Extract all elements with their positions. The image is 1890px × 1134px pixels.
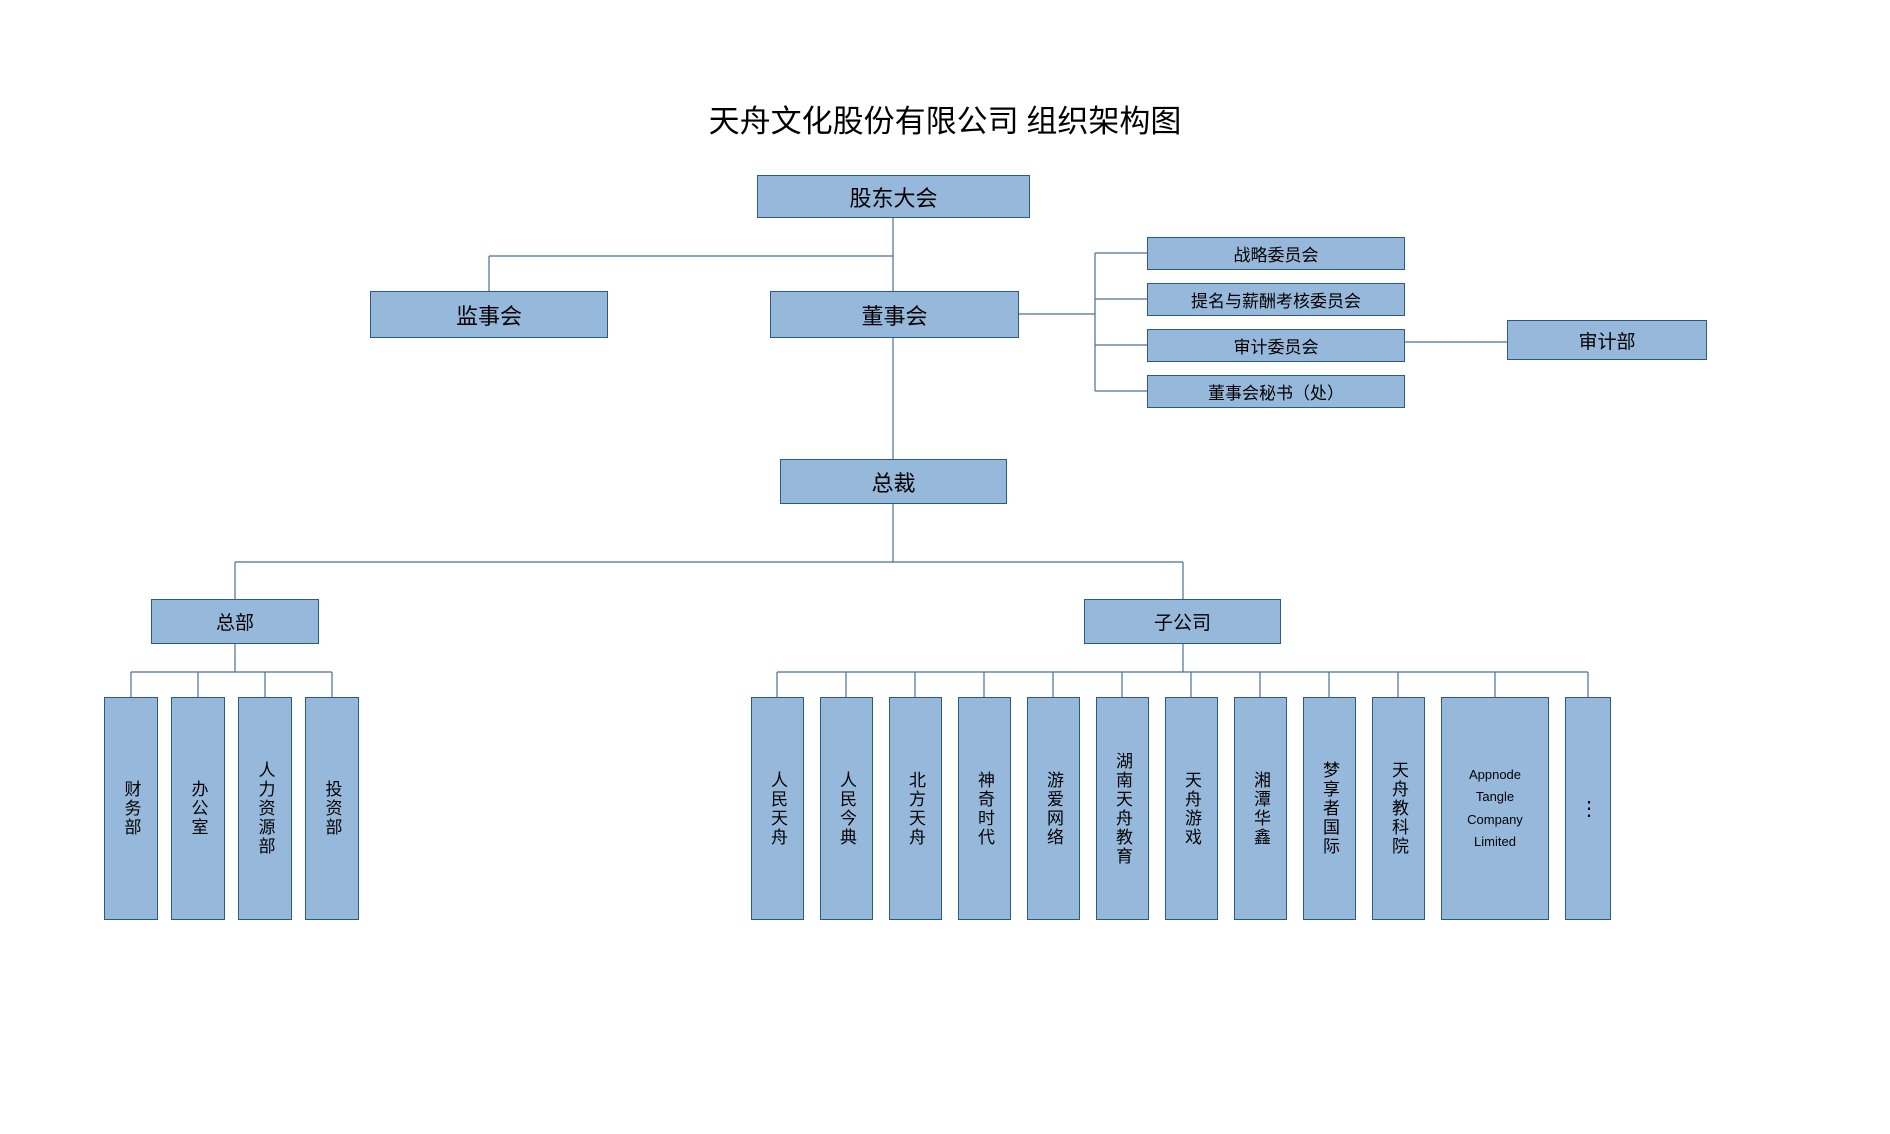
org-node-sub11: AppnodeTangleCompanyLimited [1441, 697, 1549, 920]
org-node-supervisory: 监事会 [370, 291, 608, 338]
org-node-ceo: 总裁 [780, 459, 1007, 504]
org-node-sub4: 神奇时代 [958, 697, 1011, 920]
connector-lines [0, 0, 1890, 1134]
org-node-sub12: ⋮ [1565, 697, 1611, 920]
org-node-sub3: 北方天舟 [889, 697, 942, 920]
org-node-subs: 子公司 [1084, 599, 1281, 644]
org-node-shareholders: 股东大会 [757, 175, 1030, 218]
org-node-dept2: 办公室 [171, 697, 225, 920]
org-node-dept3: 人力资源部 [238, 697, 292, 920]
org-node-sub1: 人民天舟 [751, 697, 804, 920]
org-node-audit_dept: 审计部 [1507, 320, 1707, 360]
org-node-comm2: 提名与薪酬考核委员会 [1147, 283, 1405, 316]
org-node-sub8: 湘潭华鑫 [1234, 697, 1287, 920]
org-node-comm1: 战略委员会 [1147, 237, 1405, 270]
org-node-sub5: 游爱网络 [1027, 697, 1080, 920]
org-node-dept4: 投资部 [305, 697, 359, 920]
org-node-sub2: 人民今典 [820, 697, 873, 920]
org-node-dept1: 财务部 [104, 697, 158, 920]
org-node-sub10: 天舟教科院 [1372, 697, 1425, 920]
org-node-sub7: 天舟游戏 [1165, 697, 1218, 920]
org-node-board: 董事会 [770, 291, 1019, 338]
org-node-comm4: 董事会秘书（处） [1147, 375, 1405, 408]
org-chart: 天舟文化股份有限公司 组织架构图 股东大会监事会董事会战略委员会提名与薪酬考核委… [0, 0, 1890, 1134]
org-node-sub6: 湖南天舟教育 [1096, 697, 1149, 920]
org-node-sub9: 梦享者国际 [1303, 697, 1356, 920]
org-node-comm3: 审计委员会 [1147, 329, 1405, 362]
org-node-hq: 总部 [151, 599, 319, 644]
